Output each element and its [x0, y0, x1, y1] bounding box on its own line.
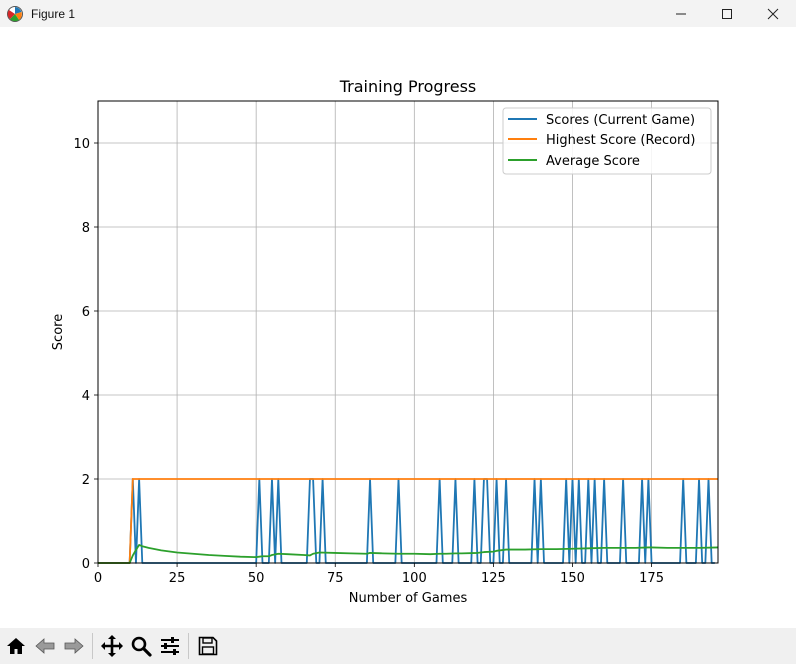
y-tick-label: 10 [73, 137, 90, 152]
y-tick-label: 4 [82, 389, 90, 404]
window-title: Figure 1 [31, 6, 76, 21]
minimize-button[interactable] [658, 0, 704, 27]
x-tick-label: 50 [248, 571, 265, 586]
home-icon [7, 638, 25, 654]
y-tick-label: 8 [82, 221, 90, 236]
x-tick-label: 175 [639, 571, 664, 586]
x-tick-label: 75 [327, 571, 344, 586]
home-button[interactable] [2, 632, 30, 660]
legend-frame [502, 107, 712, 175]
back-button[interactable] [31, 632, 59, 660]
x-tick-label: 0 [94, 571, 102, 586]
close-button[interactable] [750, 0, 796, 27]
matplotlib-app-icon [7, 5, 23, 22]
chart-legend: Scores (Current Game) Highest Score (Rec… [502, 107, 712, 175]
series-line-scores [98, 478, 715, 564]
close-icon [767, 8, 779, 19]
legend-label-record: Highest Score (Record) [546, 133, 695, 148]
legend-label-scores: Scores (Current Game) [546, 113, 695, 128]
pan-button[interactable] [98, 632, 126, 660]
back-icon [35, 638, 55, 654]
x-tick-label: 100 [402, 571, 427, 586]
y-axis-label: Score [51, 314, 66, 350]
zoom-icon [131, 636, 152, 657]
y-tick-label: 0 [82, 557, 90, 572]
maximize-button[interactable] [704, 0, 750, 27]
y-tick-label: 2 [82, 473, 90, 488]
zoom-button[interactable] [127, 632, 155, 660]
plot-frame [97, 100, 719, 564]
save-button[interactable] [194, 632, 222, 660]
navigation-toolbar [0, 628, 796, 664]
training-progress-chart: Training Progress 0 25 50 75 100 125 150 175 0 2 4… [51, 77, 719, 606]
plot-series [98, 478, 719, 564]
toolbar-separator [188, 633, 189, 659]
legend-label-average: Average Score [546, 154, 640, 169]
configure-subplots-button[interactable] [156, 632, 184, 660]
save-icon [198, 636, 218, 656]
figure-canvas: Training Progress 0 25 50 75 100 125 150 175 0 2 4… [0, 27, 796, 628]
x-axis-label: Number of Games [349, 591, 468, 606]
pan-icon [101, 635, 123, 657]
forward-icon [64, 638, 84, 654]
chart-title: Training Progress [339, 77, 477, 96]
series-line-average [98, 544, 719, 564]
window-titlebar: Figure 1 [0, 0, 796, 27]
toolbar-separator [92, 633, 93, 659]
axis-ticks: 0 25 50 75 100 125 150 175 0 2 4 6 8 10 [73, 137, 664, 586]
maximize-icon [722, 8, 732, 19]
minimize-icon [676, 13, 686, 14]
window-controls [658, 0, 796, 27]
x-tick-label: 25 [169, 571, 186, 586]
x-tick-label: 150 [560, 571, 585, 586]
x-tick-label: 125 [481, 571, 506, 586]
forward-button[interactable] [60, 632, 88, 660]
y-tick-label: 6 [82, 305, 90, 320]
configure-subplots-icon [161, 637, 179, 655]
